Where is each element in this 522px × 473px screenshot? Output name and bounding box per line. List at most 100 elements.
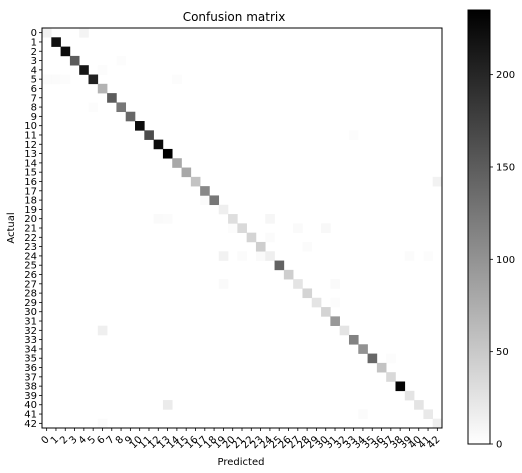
heatmap-cell-2-2 [60, 46, 71, 57]
heatmap-cell-41-34 [358, 409, 368, 419]
heatmap-cell-12-12 [153, 139, 164, 150]
y-tick-label: 20 [24, 214, 37, 225]
y-tick-label: 6 [31, 84, 37, 95]
heatmap-cell-17-17 [200, 186, 210, 196]
heatmap-cell-42-6 [97, 418, 108, 429]
heatmap-cell-36-36 [376, 362, 387, 373]
heatmap-cell-26-26 [283, 269, 294, 280]
y-tick-label: 18 [24, 196, 37, 207]
heatmap-cell-31-31 [330, 316, 340, 326]
heatmap-cell-20-12 [153, 214, 164, 224]
heatmap-cell-0-0 [42, 28, 52, 38]
heatmap-cell-5-1 [51, 74, 61, 85]
y-tick-label: 17 [24, 186, 37, 197]
heatmap-cell-14-14 [172, 158, 182, 168]
y-tick-label: 42 [24, 419, 37, 430]
y-tick-label: 13 [24, 149, 37, 160]
y-tick-label: 2 [31, 47, 37, 58]
y-tick-label: 15 [24, 168, 37, 179]
heatmap-cell-24-41 [423, 251, 433, 261]
heatmap-cell-16-42 [432, 176, 443, 187]
heatmap-cell-9-9 [125, 111, 136, 122]
heatmap-cell-19-19 [218, 204, 229, 215]
x-axis-label: Predicted [218, 457, 265, 468]
heatmap-cell-37-37 [386, 372, 396, 382]
heatmap-cell-39-39 [404, 390, 415, 401]
heatmap-cell-28-28 [302, 288, 313, 299]
y-tick-label: 25 [24, 261, 37, 272]
y-tick-label: 39 [24, 391, 37, 402]
y-tick-label: 16 [24, 177, 37, 188]
heatmap-cell-30-30 [321, 307, 331, 317]
y-tick-label: 10 [24, 121, 37, 132]
colorbar-tick-label: 100 [496, 255, 515, 266]
y-tick-label: 22 [24, 233, 37, 244]
heatmap-cell-41-41 [423, 409, 433, 419]
heatmap-cell-29-31 [330, 297, 340, 308]
colorbar-ticks: 0 50 100 150 200 [490, 70, 515, 451]
y-tick-label: 11 [24, 130, 37, 141]
heatmap-cell-24-24 [265, 251, 275, 261]
heatmap-cell-27-27 [293, 279, 303, 289]
y-tick-label: 27 [24, 279, 37, 290]
heatmap-cell-11-11 [144, 130, 154, 140]
x-axis-ticks: 0123456789101112131415161718192021222324… [39, 428, 442, 451]
colorbar-tick-label: 0 [496, 440, 502, 451]
colorbar-tick-label: 150 [496, 162, 515, 173]
chart-title: Confusion matrix [183, 10, 286, 24]
y-tick-label: 0 [31, 28, 37, 39]
heatmap-cell-33-33 [348, 334, 359, 345]
heatmap-cell-24-39 [404, 251, 415, 261]
heatmap-cell-42-42 [432, 418, 443, 429]
heatmap-cell-18-17 [200, 195, 210, 206]
heatmap-cell-34-34 [358, 344, 368, 354]
heatmap-cell-21-27 [293, 223, 303, 233]
heatmap-cell-35-35 [367, 353, 378, 364]
heatmap-cells [42, 28, 443, 429]
y-tick-label: 14 [24, 158, 37, 169]
y-tick-label: 23 [24, 242, 37, 253]
heatmap-cell-27-19 [218, 279, 229, 289]
y-tick-label: 35 [24, 354, 37, 365]
y-tick-label: 34 [24, 344, 37, 355]
heatmap-cell-5-2 [60, 74, 71, 85]
heatmap-cell-20-20 [228, 214, 238, 224]
y-tick-label: 21 [24, 224, 37, 235]
heatmap-cell-3-3 [69, 55, 80, 66]
y-tick-label: 37 [24, 372, 37, 383]
heatmap-cell-20-24 [265, 214, 275, 224]
y-tick-label: 9 [31, 112, 37, 123]
heatmap-cell-24-21 [237, 251, 247, 261]
heatmap-cell-8-8 [116, 102, 127, 113]
heatmap-cell-32-32 [339, 325, 350, 336]
y-tick-label: 8 [31, 103, 37, 114]
y-tick-label: 32 [24, 326, 37, 337]
heatmap-cell-27-31 [330, 279, 340, 289]
y-tick-label: 33 [24, 335, 37, 346]
y-tick-label: 1 [31, 37, 37, 48]
heatmap-cell-32-6 [97, 325, 108, 336]
heatmap-cell-8-5 [88, 102, 99, 113]
y-tick-label: 12 [24, 140, 37, 151]
y-tick-label: 26 [24, 270, 37, 281]
heatmap-cell-5-5 [88, 74, 99, 85]
y-tick-label: 40 [24, 400, 37, 411]
heatmap-cell-18-18 [209, 195, 220, 206]
heatmap-cell-15-15 [181, 167, 192, 178]
y-axis-ticks: 0123456789101112131415161718192021222324… [24, 28, 42, 430]
heatmap-cell-5-0 [42, 74, 52, 85]
heatmap-cell-1-1 [51, 37, 61, 47]
heatmap-cell-24-19 [218, 251, 229, 261]
heatmap-cell-40-13 [162, 400, 173, 410]
x-tick-label: 42 [426, 434, 443, 451]
heatmap-cell-21-30 [321, 223, 331, 233]
heatmap-cell-22-22 [246, 232, 257, 243]
heatmap-cell-6-6 [97, 83, 108, 94]
y-tick-label: 19 [24, 205, 37, 216]
heatmap-cell-38-38 [395, 381, 406, 392]
y-axis-label: Actual [6, 212, 17, 243]
heatmap-cell-21-21 [237, 223, 247, 233]
colorbar-tick-label: 50 [496, 347, 509, 358]
heatmap-cell-40-40 [414, 400, 424, 410]
heatmap-cell-21-20 [228, 223, 238, 233]
